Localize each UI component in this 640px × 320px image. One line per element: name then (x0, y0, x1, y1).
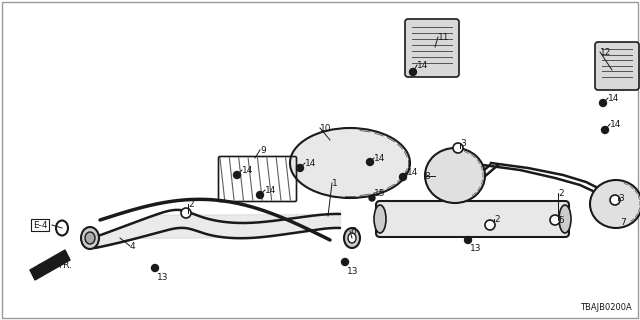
Text: 14: 14 (242, 165, 253, 174)
Polygon shape (30, 250, 70, 280)
Text: 2: 2 (558, 188, 564, 197)
Text: 14: 14 (608, 93, 620, 102)
Text: 12: 12 (600, 47, 611, 57)
Circle shape (257, 191, 264, 198)
Text: 15: 15 (374, 188, 385, 197)
FancyBboxPatch shape (595, 42, 639, 90)
Circle shape (610, 195, 620, 205)
Ellipse shape (344, 228, 360, 248)
Circle shape (600, 100, 607, 107)
FancyBboxPatch shape (405, 19, 459, 77)
Text: 14: 14 (417, 60, 428, 69)
Circle shape (296, 164, 303, 172)
Circle shape (369, 195, 375, 201)
Circle shape (465, 236, 472, 244)
Text: 3: 3 (618, 194, 624, 203)
Circle shape (234, 172, 241, 179)
Circle shape (342, 259, 349, 266)
Text: 10: 10 (320, 124, 332, 132)
Circle shape (550, 215, 560, 225)
Circle shape (410, 68, 417, 76)
Text: 1: 1 (332, 179, 338, 188)
Ellipse shape (425, 148, 485, 203)
Circle shape (399, 173, 406, 180)
Ellipse shape (590, 180, 640, 228)
Text: 14: 14 (265, 186, 276, 195)
Text: 14: 14 (305, 158, 316, 167)
Ellipse shape (290, 128, 410, 198)
Text: 2: 2 (494, 214, 500, 223)
Circle shape (152, 265, 159, 271)
Ellipse shape (374, 205, 386, 233)
Circle shape (453, 143, 463, 153)
Ellipse shape (348, 233, 356, 243)
Text: 13: 13 (470, 244, 481, 252)
FancyBboxPatch shape (376, 201, 569, 237)
Text: 14: 14 (610, 119, 621, 129)
Text: 6: 6 (350, 227, 356, 236)
Text: 8: 8 (424, 172, 429, 180)
Circle shape (485, 220, 495, 230)
Text: E-4: E-4 (33, 220, 47, 229)
Text: 7: 7 (620, 218, 626, 227)
Text: 14: 14 (407, 167, 419, 177)
Circle shape (367, 158, 374, 165)
Ellipse shape (81, 227, 99, 249)
Text: 3: 3 (460, 139, 466, 148)
Text: 9: 9 (260, 146, 266, 155)
Text: 4: 4 (130, 242, 136, 251)
Ellipse shape (85, 232, 95, 244)
Text: 11: 11 (438, 33, 449, 42)
Text: 14: 14 (374, 154, 385, 163)
Text: 5: 5 (558, 215, 564, 225)
Text: TBAJB0200A: TBAJB0200A (580, 303, 632, 312)
Ellipse shape (559, 205, 571, 233)
Text: 13: 13 (347, 268, 358, 276)
Text: FR.: FR. (58, 260, 72, 269)
Text: 2: 2 (188, 199, 194, 209)
Circle shape (181, 208, 191, 218)
Text: 13: 13 (157, 274, 168, 283)
Circle shape (602, 126, 609, 133)
